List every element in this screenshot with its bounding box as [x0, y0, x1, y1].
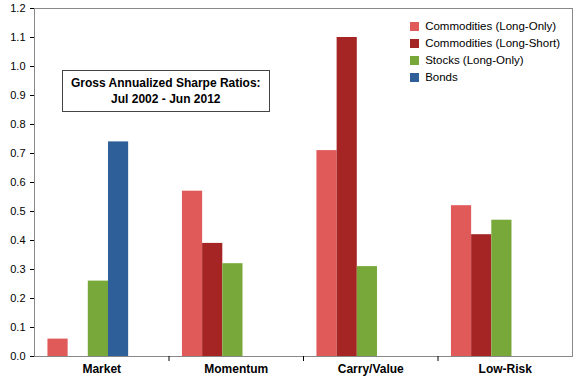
- svg-text:0.3: 0.3: [10, 263, 25, 275]
- svg-text:0.7: 0.7: [10, 147, 25, 159]
- svg-text:0.8: 0.8: [10, 118, 25, 130]
- svg-text:1.1: 1.1: [10, 31, 25, 43]
- html-text:Commodities (Long-Short): Commodities (Long-Short): [425, 37, 560, 49]
- svg-text:0.5: 0.5: [10, 205, 25, 217]
- svg-text:Market: Market: [82, 362, 121, 376]
- svg-text:Momentum: Momentum: [204, 362, 268, 376]
- svg-text:1.0: 1.0: [10, 60, 25, 72]
- html-text:Jul 2002 - Jun 2012: Jul 2002 - Jun 2012: [111, 92, 221, 106]
- svg-text:0.4: 0.4: [10, 234, 25, 246]
- html-text:Gross Annualized Sharpe Ratios: Gross Annualized Sharpe Ratios:: [71, 76, 261, 90]
- svg-text:0.1: 0.1: [10, 321, 25, 333]
- svg-text:0.0: 0.0: [10, 350, 25, 362]
- html-text:Bonds: Bonds: [425, 71, 458, 83]
- svg-text:0.9: 0.9: [10, 89, 25, 101]
- svg-text:Low-Risk: Low-Risk: [479, 362, 533, 376]
- svg-text:1.2: 1.2: [10, 2, 25, 14]
- html-text:Stocks (Long-Only): Stocks (Long-Only): [425, 54, 524, 66]
- html-text:Commodities (Long-Only): Commodities (Long-Only): [425, 20, 557, 32]
- svg-text:0.6: 0.6: [10, 176, 25, 188]
- svg-text:0.2: 0.2: [10, 292, 25, 304]
- svg-text:Carry/Value: Carry/Value: [338, 362, 404, 376]
